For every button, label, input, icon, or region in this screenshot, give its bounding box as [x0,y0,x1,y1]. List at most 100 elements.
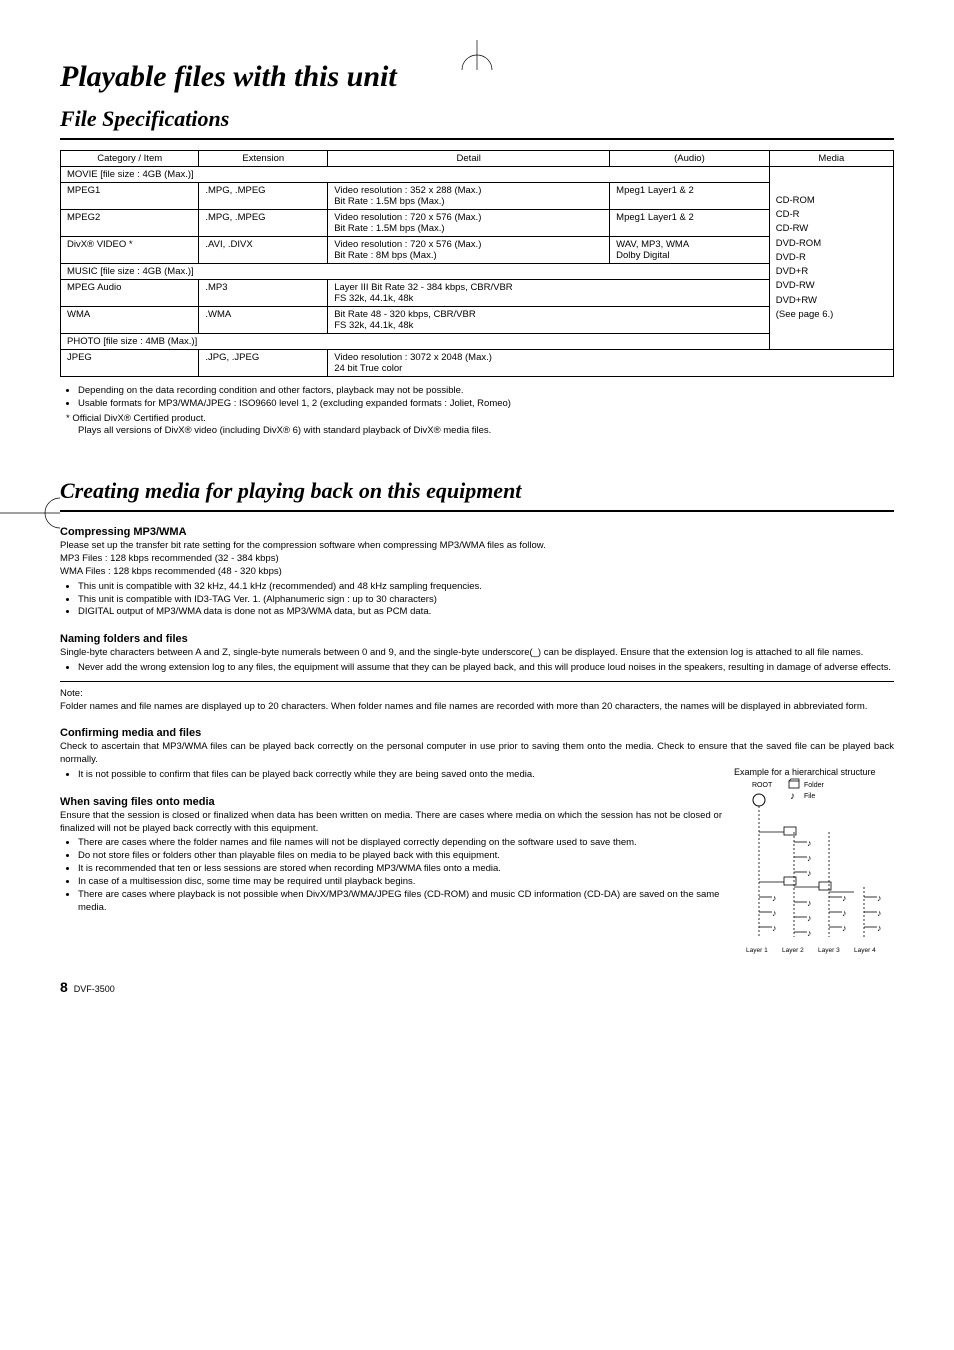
cell: WAV, MP3, WMA Dolby Digital [610,237,770,264]
table-row: MPEG1 .MPG, .MPEG Video resolution : 352… [61,183,894,210]
cell: .JPG, .JPEG [199,350,328,377]
cell: WMA [61,307,199,334]
body-text: MP3 Files : 128 kbps recommended (32 - 3… [60,553,894,566]
svg-text:File: File [804,793,815,800]
list-item: Never add the wrong extension log to any… [78,662,894,675]
svg-text:♪: ♪ [842,923,847,933]
svg-text:♪: ♪ [807,928,812,938]
table-row: JPEG .JPG, .JPEG Video resolution : 3072… [61,350,894,377]
layer-label: Layer 4 [854,947,876,954]
list-item: This unit is compatible with ID3-TAG Ver… [78,594,894,607]
spec-heading: File Specifications [60,106,894,132]
rule [60,681,894,682]
cell: MPEG1 [61,183,199,210]
movie-category: MOVIE [file size : 4GB (Max.)] [61,167,770,183]
photo-category: PHOTO [file size : 4MB (Max.)] [61,334,770,350]
th-extension: Extension [199,151,328,167]
creating-heading: Creating media for playing back on this … [60,478,894,504]
list-item: There are cases where the folder names a… [78,837,722,850]
note-star: * Official DivX® Certified product. [60,413,894,426]
hierarchy-diagram: ROOT Folder ♪ File [734,777,894,957]
table-row: MPEG2 .MPG, .MPEG Video resolution : 720… [61,210,894,237]
compressing-heading: Compressing MP3/WMA [60,526,894,538]
crop-mark-left [0,493,60,533]
body-text: Ensure that the session is closed or fin… [60,810,722,836]
svg-text:♪: ♪ [772,923,777,933]
note-bullet: Depending on the data recording conditio… [78,385,894,398]
svg-text:♪: ♪ [772,893,777,903]
page-footer: 8 DVF-3500 [60,979,894,995]
svg-text:♪: ♪ [790,791,795,802]
cell: MPEG Audio [61,280,199,307]
svg-text:♪: ♪ [807,838,812,848]
note-star-line2: Plays all versions of DivX® video (inclu… [60,425,894,438]
crop-mark-top [457,40,497,70]
table-row: MPEG Audio .MP3 Layer III Bit Rate 32 - … [61,280,894,307]
spec-notes: Depending on the data recording conditio… [60,385,894,438]
layer-label: Layer 2 [782,947,804,954]
layer-label: Layer 1 [746,947,768,954]
svg-text:♪: ♪ [877,908,882,918]
rule [60,510,894,512]
list-item: In case of a multisession disc, some tim… [78,876,722,889]
table-row: WMA .WMA Bit Rate 48 - 320 kbps, CBR/VBR… [61,307,894,334]
spec-table: Category / Item Extension Detail (Audio)… [60,150,894,377]
saving-heading: When saving files onto media [60,796,722,808]
th-detail: Detail [328,151,610,167]
cell: .MPG, .MPEG [199,183,328,210]
body-text: WMA Files : 128 kbps recommended (48 - 3… [60,566,894,579]
cell: Mpeg1 Layer1 & 2 [610,210,770,237]
svg-text:♪: ♪ [772,908,777,918]
rule [60,138,894,140]
cell: .MPG, .MPEG [199,210,328,237]
page-number: 8 [60,979,68,995]
cell: Video resolution : 720 x 576 (Max.) Bit … [328,210,610,237]
cell: .AVI, .DIVX [199,237,328,264]
cell: Video resolution : 720 x 576 (Max.) Bit … [328,237,610,264]
svg-text:ROOT: ROOT [752,782,773,789]
svg-text:♪: ♪ [807,868,812,878]
list-item: DIGITAL output of MP3/WMA data is done n… [78,606,894,619]
cell: Video resolution : 3072 x 2048 (Max.) 24… [328,350,894,377]
cell: Video resolution : 352 x 288 (Max.) Bit … [328,183,610,210]
note-bullet: Usable formats for MP3/WMA/JPEG : ISO966… [78,398,894,411]
svg-text:♪: ♪ [877,893,882,903]
table-row: MOVIE [file size : 4GB (Max.)] CD-ROM CD… [61,167,894,183]
svg-text:♪: ♪ [842,893,847,903]
list-item: Do not store files or folders other than… [78,850,722,863]
table-row: MUSIC [file size : 4GB (Max.)] [61,264,894,280]
cell: Layer III Bit Rate 32 - 384 kbps, CBR/VB… [328,280,770,307]
body-text: Single-byte characters between A and Z, … [60,647,894,660]
cell: .MP3 [199,280,328,307]
naming-heading: Naming folders and files [60,633,894,645]
note-label: Note: [60,688,894,701]
table-header-row: Category / Item Extension Detail (Audio)… [61,151,894,167]
cell: Bit Rate 48 - 320 kbps, CBR/VBR FS 32k, … [328,307,770,334]
cell: Mpeg1 Layer1 & 2 [610,183,770,210]
confirming-heading: Confirming media and files [60,727,894,739]
diagram-caption: Example for a hierarchical structure [734,767,894,777]
svg-text:Folder: Folder [804,782,825,789]
table-row: DivX® VIDEO * .AVI, .DIVX Video resoluti… [61,237,894,264]
cell: DivX® VIDEO * [61,237,199,264]
list-item: It is recommended that ten or less sessi… [78,863,722,876]
list-item: It is not possible to confirm that files… [78,769,722,782]
list-item: This unit is compatible with 32 kHz, 44.… [78,581,894,594]
cell: MPEG2 [61,210,199,237]
body-text: Check to ascertain that MP3/WMA files ca… [60,741,894,767]
svg-text:♪: ♪ [807,913,812,923]
svg-text:♪: ♪ [842,908,847,918]
music-category: MUSIC [file size : 4GB (Max.)] [61,264,770,280]
table-row: PHOTO [file size : 4MB (Max.)] [61,334,894,350]
body-text: Please set up the transfer bit rate sett… [60,540,894,553]
th-media: Media [769,151,893,167]
doc-id: DVF-3500 [74,984,115,994]
media-cell: CD-ROM CD-R CD-RW DVD-ROM DVD-R DVD+R DV… [769,167,893,350]
note-text: Folder names and file names are displaye… [60,701,894,714]
th-audio: (Audio) [610,151,770,167]
layer-label: Layer 3 [818,947,840,954]
th-category: Category / Item [61,151,199,167]
svg-text:♪: ♪ [877,923,882,933]
cell: .WMA [199,307,328,334]
cell: JPEG [61,350,199,377]
